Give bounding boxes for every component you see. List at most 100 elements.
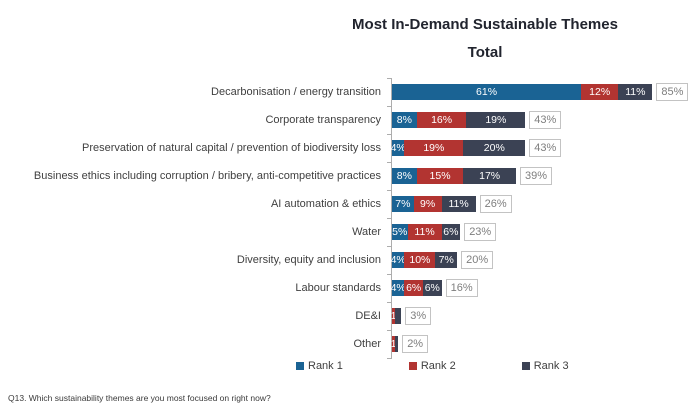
bar-segment-rank3: 17% bbox=[463, 168, 516, 184]
bar-segment-rank3: 7% bbox=[435, 252, 458, 268]
category-label: Corporate transparency bbox=[265, 114, 381, 126]
segment-value-label: 5% bbox=[392, 226, 408, 238]
bar-segment-rank2: 10% bbox=[404, 252, 436, 268]
bar-segment-rank1: 7% bbox=[392, 196, 414, 212]
segment-value-label: 6% bbox=[443, 226, 459, 238]
chart-row: 8% 16% 19% 43% bbox=[392, 106, 692, 134]
axis-tick bbox=[387, 302, 391, 303]
axis-tick bbox=[387, 246, 391, 247]
segment-value-label: 15% bbox=[429, 170, 451, 182]
legend-item: Rank 1 bbox=[296, 360, 343, 372]
legend-swatch-icon bbox=[521, 362, 530, 370]
bar-segment-rank3: 6% bbox=[441, 224, 461, 240]
chart-row: 61% 12% 11% 85% bbox=[392, 78, 692, 106]
chart-row: 8% 15% 17% 39% bbox=[392, 162, 692, 190]
axis-tick bbox=[387, 274, 391, 275]
segment-value-label: 16% bbox=[431, 114, 453, 126]
bar-segment-rank1: 8% bbox=[392, 112, 417, 128]
category-label: Business ethics including corruption / b… bbox=[33, 170, 381, 182]
total-value-box: 23% bbox=[464, 223, 497, 241]
legend-label: Rank 2 bbox=[420, 360, 456, 372]
segment-value-label: 8% bbox=[396, 170, 412, 182]
total-value-box: 85% bbox=[656, 83, 689, 101]
bar-segment-rank2: 19% bbox=[404, 140, 464, 156]
plot-area: 61% 12% 11% 85% 8% 16% 19% 43% 4% 19% 20% 43% 8% 15% 1… bbox=[387, 78, 692, 359]
stacked-bar: 4% 10% 7% bbox=[390, 252, 458, 268]
segment-value-label: 1 bbox=[390, 338, 397, 350]
segment-value-label: 11% bbox=[625, 86, 646, 98]
axis-tick bbox=[387, 106, 391, 107]
bar-segment-rank1: 5% bbox=[392, 224, 408, 240]
total-value-box: 2% bbox=[402, 335, 429, 353]
axis-tick bbox=[387, 358, 391, 359]
legend-item: Rank 3 bbox=[521, 360, 569, 372]
bar-segment-rank3: 6% bbox=[422, 280, 442, 296]
axis-tick bbox=[387, 330, 391, 331]
chart-row: 1 2% bbox=[390, 330, 692, 358]
category-label: Labour standards bbox=[295, 282, 381, 294]
bar-segment-rank3 bbox=[395, 336, 399, 352]
legend: Rank 1 Rank 2 Rank 3 bbox=[296, 360, 569, 372]
category-label: Diversity, equity and inclusion bbox=[236, 254, 381, 266]
legend-item: Rank 2 bbox=[408, 360, 456, 372]
segment-value-label: 17% bbox=[479, 170, 501, 182]
bar-segment-rank2: 1 bbox=[390, 336, 397, 352]
bar-segment-rank3: 11% bbox=[618, 84, 653, 100]
segment-value-label: 1 bbox=[390, 310, 397, 322]
total-value-box: 26% bbox=[479, 195, 512, 213]
segment-value-label: 4% bbox=[390, 282, 406, 294]
category-label: Decarbonisation / energy transition bbox=[211, 86, 381, 98]
segment-value-label: 9% bbox=[420, 198, 436, 210]
segment-value-label: 4% bbox=[390, 254, 406, 266]
axis-tick bbox=[387, 190, 391, 191]
chart-row: 4% 6% 6% 16% bbox=[390, 274, 692, 302]
segment-value-label: 20% bbox=[483, 142, 505, 154]
chart-row: 4% 10% 7% 20% bbox=[390, 246, 692, 274]
segment-value-label: 7% bbox=[395, 198, 411, 210]
bar-segment-rank1: 4% bbox=[390, 140, 406, 156]
category-labels: Decarbonisation / energy transition Corpo… bbox=[0, 78, 386, 358]
legend-swatch-icon bbox=[408, 362, 417, 370]
bar-segment-rank2: 11% bbox=[407, 224, 442, 240]
segment-value-label: 7% bbox=[438, 254, 454, 266]
axis-tick bbox=[387, 218, 391, 219]
stacked-bar: 61% 12% 11% bbox=[392, 84, 653, 100]
bar-segment-rank2: 12% bbox=[581, 84, 619, 100]
bar-segment-rank1: 4% bbox=[390, 252, 406, 268]
category-label: Other bbox=[353, 338, 381, 350]
stacked-bar: 4% 19% 20% bbox=[390, 140, 526, 156]
bar-segment-rank1: 8% bbox=[392, 168, 417, 184]
legend-swatch-icon bbox=[296, 362, 304, 370]
segment-value-label: 4% bbox=[390, 142, 406, 154]
bar-segment-rank1: 61% bbox=[392, 84, 582, 100]
segment-value-label: 19% bbox=[485, 114, 507, 126]
total-value-box: 16% bbox=[445, 279, 478, 297]
category-label: Preservation of natural capital / preven… bbox=[82, 142, 381, 154]
stacked-bar: 1 bbox=[390, 308, 402, 324]
stacked-bar: 8% 15% 17% bbox=[392, 168, 516, 184]
bar-segment-rank3: 11% bbox=[441, 196, 476, 212]
segment-value-label: 8% bbox=[396, 114, 412, 126]
chart-row: 1 3% bbox=[390, 302, 692, 330]
bar-segment-rank2: 15% bbox=[416, 168, 464, 184]
bar-segment-rank1: 4% bbox=[390, 280, 406, 296]
bar-segment-rank2: 1 bbox=[390, 308, 397, 324]
total-value-box: 39% bbox=[519, 167, 553, 185]
segment-value-label: 6% bbox=[406, 282, 422, 294]
bar-segment-rank3 bbox=[395, 308, 402, 324]
axis-tick bbox=[387, 78, 391, 79]
stacked-bar: 4% 6% 6% bbox=[390, 280, 442, 296]
total-value-box: 3% bbox=[405, 307, 432, 325]
segment-value-label: 11% bbox=[448, 198, 469, 210]
total-value-box: 43% bbox=[529, 111, 562, 129]
bar-segment-rank3: 20% bbox=[463, 140, 526, 156]
legend-label: Rank 1 bbox=[308, 360, 343, 372]
total-value-box: 20% bbox=[461, 251, 494, 269]
segment-value-label: 11% bbox=[414, 226, 435, 238]
category-label: DE&I bbox=[355, 310, 381, 322]
bar-segment-rank2: 16% bbox=[416, 112, 467, 128]
stacked-bar: 1 bbox=[390, 336, 399, 352]
segment-value-label: 6% bbox=[424, 282, 440, 294]
category-label: Water bbox=[352, 226, 381, 238]
axis-tick bbox=[387, 162, 391, 163]
